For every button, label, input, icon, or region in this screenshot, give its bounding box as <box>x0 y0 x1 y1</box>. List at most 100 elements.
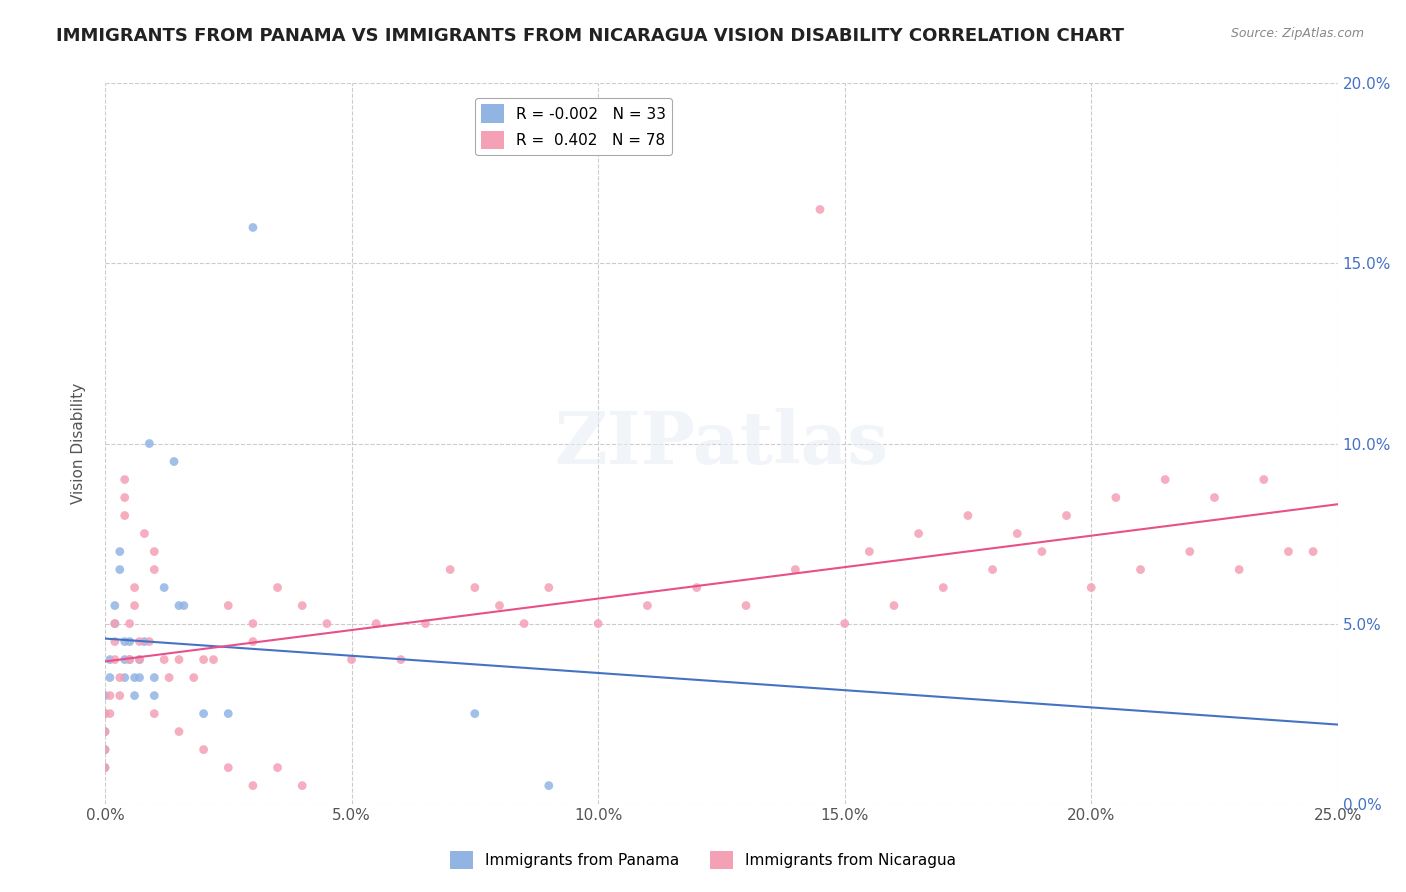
Point <box>114 508 136 523</box>
Text: Source: ZipAtlas.com: Source: ZipAtlas.com <box>1230 27 1364 40</box>
Point <box>124 671 146 685</box>
Point <box>242 220 264 235</box>
Point <box>114 491 136 505</box>
Point <box>98 689 121 703</box>
Point <box>1007 526 1029 541</box>
Point <box>537 779 560 793</box>
Point <box>153 581 176 595</box>
Point <box>138 634 160 648</box>
Point <box>193 742 215 756</box>
Point <box>104 616 127 631</box>
Point <box>167 599 190 613</box>
Point <box>143 689 166 703</box>
Point <box>315 616 337 631</box>
Y-axis label: Vision Disability: Vision Disability <box>72 383 86 504</box>
Point <box>143 706 166 721</box>
Point <box>104 634 127 648</box>
Point <box>94 761 117 775</box>
Point <box>242 779 264 793</box>
Point <box>118 652 141 666</box>
Point <box>1154 473 1177 487</box>
Point <box>118 652 141 666</box>
Point <box>104 599 127 613</box>
Point <box>143 544 166 558</box>
Point <box>1302 544 1324 558</box>
Point <box>108 671 131 685</box>
Point <box>134 526 156 541</box>
Point <box>1277 544 1299 558</box>
Point <box>193 706 215 721</box>
Point <box>128 671 150 685</box>
Point <box>118 616 141 631</box>
Point <box>956 508 979 523</box>
Point <box>134 634 156 648</box>
Point <box>124 581 146 595</box>
Point <box>1105 491 1128 505</box>
Point <box>94 724 117 739</box>
Point <box>686 581 709 595</box>
Point <box>808 202 831 217</box>
Legend: Immigrants from Panama, Immigrants from Nicaragua: Immigrants from Panama, Immigrants from … <box>444 845 962 875</box>
Point <box>138 436 160 450</box>
Point <box>366 616 388 631</box>
Point <box>193 652 215 666</box>
Point <box>858 544 880 558</box>
Point <box>217 599 239 613</box>
Point <box>108 544 131 558</box>
Point <box>167 652 190 666</box>
Point <box>114 473 136 487</box>
Point <box>94 742 117 756</box>
Text: IMMIGRANTS FROM PANAMA VS IMMIGRANTS FROM NICARAGUA VISION DISABILITY CORRELATIO: IMMIGRANTS FROM PANAMA VS IMMIGRANTS FRO… <box>56 27 1125 45</box>
Point <box>415 616 437 631</box>
Point <box>464 581 486 595</box>
Point <box>157 671 180 685</box>
Point <box>439 563 461 577</box>
Point <box>173 599 195 613</box>
Point <box>1080 581 1102 595</box>
Point <box>883 599 905 613</box>
Point <box>242 634 264 648</box>
Point <box>1031 544 1053 558</box>
Point <box>114 671 136 685</box>
Point <box>266 581 288 595</box>
Point <box>291 599 314 613</box>
Point <box>1178 544 1201 558</box>
Point <box>143 563 166 577</box>
Point <box>163 454 186 468</box>
Point <box>1253 473 1275 487</box>
Point <box>94 742 117 756</box>
Point <box>907 526 929 541</box>
Point <box>389 652 412 666</box>
Point <box>488 599 510 613</box>
Point <box>108 689 131 703</box>
Point <box>94 689 117 703</box>
Text: ZIPatlas: ZIPatlas <box>554 408 889 479</box>
Point <box>114 634 136 648</box>
Point <box>128 652 150 666</box>
Point <box>124 689 146 703</box>
Point <box>217 706 239 721</box>
Point <box>1056 508 1078 523</box>
Point <box>242 616 264 631</box>
Point <box>124 599 146 613</box>
Point <box>1204 491 1226 505</box>
Legend: R = -0.002   N = 33, R =  0.402   N = 78: R = -0.002 N = 33, R = 0.402 N = 78 <box>475 98 672 155</box>
Point <box>932 581 955 595</box>
Point <box>114 652 136 666</box>
Point <box>118 634 141 648</box>
Point <box>340 652 363 666</box>
Point <box>94 706 117 721</box>
Point <box>636 599 658 613</box>
Point <box>94 724 117 739</box>
Point <box>1227 563 1250 577</box>
Point <box>537 581 560 595</box>
Point <box>143 671 166 685</box>
Point <box>104 652 127 666</box>
Point <box>1129 563 1152 577</box>
Point <box>108 563 131 577</box>
Point <box>128 634 150 648</box>
Point <box>217 761 239 775</box>
Point <box>153 652 176 666</box>
Point <box>98 671 121 685</box>
Point <box>202 652 225 666</box>
